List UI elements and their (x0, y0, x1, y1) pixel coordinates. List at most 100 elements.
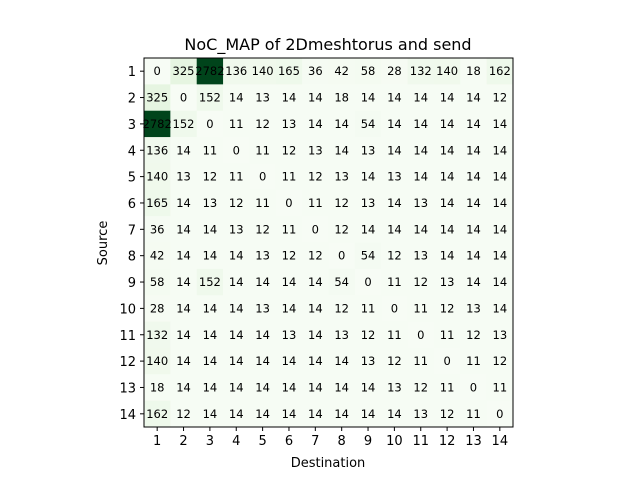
cell-value-label: 11 (282, 222, 297, 236)
heatmap-cell (302, 84, 329, 112)
heatmap-cell (170, 321, 198, 349)
heatmap-cell (381, 58, 408, 85)
heatmap-cell (486, 268, 514, 296)
x-tick-label: 7 (311, 434, 319, 449)
cell-value-label: 12 (308, 249, 323, 263)
heatmap-cell (460, 216, 488, 243)
x-tick-label: 13 (465, 434, 482, 449)
heatmap-cell (433, 216, 461, 243)
x-axis-ticks: 1 2 3 4 5 6 7 8 9 10 11 12 13 14 (153, 427, 508, 449)
cell-value-label: 14 (255, 354, 270, 368)
heatmap-cell (144, 216, 171, 243)
cell-value-label: 11 (440, 380, 455, 394)
cell-value-label: 11 (466, 354, 481, 368)
heatmap-cell (249, 374, 277, 402)
cell-value-label: 14 (413, 222, 428, 236)
heatmap-cell (275, 400, 303, 428)
heatmap-cell (328, 110, 356, 138)
cell-value-label: 12 (334, 222, 349, 236)
heatmap-cell (486, 216, 514, 243)
heatmap-cell (302, 400, 329, 428)
heatmap-cell (381, 295, 408, 322)
cell-value-label: 14 (466, 249, 481, 263)
heatmap-cell (196, 347, 224, 375)
heatmap-cell (223, 347, 250, 375)
heatmap-cell (407, 347, 435, 375)
cell-value-label: 14 (493, 143, 508, 157)
heatmap-cell (144, 110, 171, 138)
heatmap-cell (407, 268, 435, 296)
cell-value-label: 14 (334, 407, 349, 421)
cell-value-label: 11 (387, 275, 402, 289)
heatmap-cell (275, 163, 303, 191)
heatmap-cell (460, 110, 488, 138)
x-tick-label: 4 (232, 434, 240, 449)
cell-value-label: 12 (176, 407, 191, 421)
heatmap-cell (196, 216, 224, 243)
heatmap-cell (354, 216, 382, 243)
cell-value-label: 14 (203, 380, 218, 394)
heatmap-cell (144, 84, 171, 112)
cell-value-label: 14 (203, 328, 218, 342)
heatmap-cell (223, 84, 250, 112)
cell-value-label: 14 (413, 91, 428, 105)
cell-value-label: 14 (176, 249, 191, 263)
heatmap-cell (433, 137, 461, 164)
heatmap-cell (275, 189, 303, 217)
heatmap-cell (460, 295, 488, 322)
heatmap-cell (196, 242, 224, 270)
cell-value-label: 13 (282, 117, 297, 131)
cell-value-label: 14 (203, 407, 218, 421)
heatmap-cell (433, 189, 461, 217)
heatmap-cell (328, 84, 356, 112)
heatmap-cell (354, 84, 382, 112)
cell-value-label: 162 (146, 407, 168, 421)
heatmap-cell (223, 295, 250, 322)
y-tick-label: 5 (128, 171, 136, 186)
heatmap-cell (460, 321, 488, 349)
cell-value-label: 14 (334, 380, 349, 394)
cell-value-label: 0 (470, 380, 477, 394)
cell-value-label: 14 (466, 91, 481, 105)
cell-value-label: 14 (466, 117, 481, 131)
cell-value-label: 14 (176, 328, 191, 342)
cell-value-label: 0 (391, 301, 398, 315)
cell-value-label: 12 (229, 196, 244, 210)
cell-value-label: 14 (308, 354, 323, 368)
heatmap-cell (433, 374, 461, 402)
cell-value-label: 14 (387, 91, 402, 105)
heatmap-cell (170, 268, 198, 296)
cell-value-label: 14 (203, 249, 218, 263)
heatmap-cell (249, 110, 277, 138)
heatmap-cell (223, 163, 250, 191)
heatmap-cell (407, 242, 435, 270)
cell-value-label: 14 (229, 249, 244, 263)
heatmap-cell (381, 321, 408, 349)
heatmap-cell (170, 137, 198, 164)
cell-value-label: 13 (255, 91, 270, 105)
heatmap-cell (486, 84, 514, 112)
heatmap-cell (486, 400, 514, 428)
cell-value-label: 11 (387, 328, 402, 342)
cell-value-label: 14 (440, 143, 455, 157)
cell-value-label: 13 (334, 328, 349, 342)
heatmap-cell (460, 163, 488, 191)
heatmap-cell (354, 374, 382, 402)
heatmap-cell (381, 400, 408, 428)
cell-value-label: 14 (493, 196, 508, 210)
heatmap-cell (328, 163, 356, 191)
heatmap-cell (275, 374, 303, 402)
cell-value-label: 136 (225, 64, 247, 78)
heatmap-cell (486, 321, 514, 349)
x-tick-label: 1 (153, 434, 161, 449)
cell-value-label: 14 (282, 301, 297, 315)
cell-value-label: 13 (334, 170, 349, 184)
heatmap-cell (223, 321, 250, 349)
x-tick-label: 14 (492, 434, 509, 449)
heatmap-cells (144, 58, 514, 428)
heatmap-cell (407, 137, 435, 164)
heatmap-cell (170, 295, 198, 322)
heatmap-cell (249, 163, 277, 191)
